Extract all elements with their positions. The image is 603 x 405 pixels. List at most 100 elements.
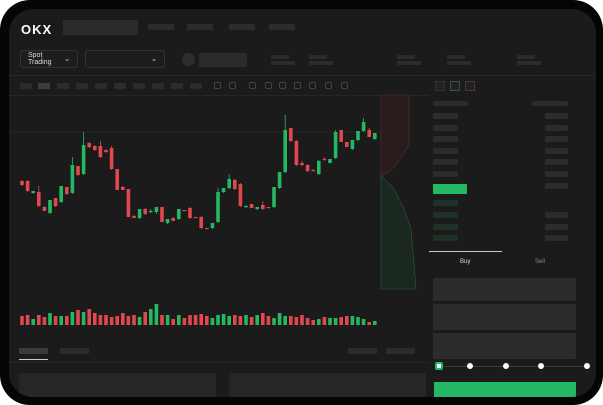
volume-bar	[305, 318, 310, 325]
nav-item[interactable]	[187, 24, 213, 30]
drawing-tool-icon[interactable]	[279, 82, 286, 89]
ask-price	[433, 113, 458, 119]
drawing-tool-icon[interactable]	[325, 82, 332, 89]
volume-bar	[53, 316, 58, 325]
timeframe-button[interactable]	[190, 83, 202, 89]
slider-stop[interactable]	[538, 363, 544, 369]
nav-item[interactable]	[269, 24, 295, 30]
tab-order-history[interactable]	[60, 348, 89, 354]
tab-sell[interactable]: Sell	[535, 259, 546, 265]
candle-body	[311, 170, 315, 172]
ask-price	[433, 171, 458, 177]
candle-body	[177, 209, 181, 219]
price-input[interactable]	[433, 278, 576, 301]
pair-select[interactable]: ⌄	[85, 50, 165, 68]
volume-bar	[154, 304, 159, 325]
candle-body	[53, 198, 58, 206]
volume-bar	[160, 315, 164, 325]
tab-buy[interactable]: Buy	[460, 259, 471, 265]
candle-body	[272, 187, 276, 207]
slider-stop[interactable]	[467, 363, 473, 369]
drawing-tool-icon[interactable]	[341, 82, 348, 89]
volume-bar	[104, 315, 108, 325]
drawing-tool-icon[interactable]	[249, 82, 256, 89]
timeframe-button[interactable]	[152, 83, 164, 89]
slider-stop[interactable]	[503, 363, 509, 369]
timeframe-button[interactable]	[76, 83, 88, 89]
ask-size	[545, 136, 568, 142]
chevron-down-icon: ⌄	[151, 56, 157, 63]
candle-body	[115, 169, 119, 190]
timeframe-button[interactable]	[114, 83, 126, 89]
timeframe-button[interactable]	[133, 83, 145, 89]
amount-input[interactable]	[433, 304, 576, 330]
volume-bar	[227, 316, 231, 325]
candlestick-chart[interactable]	[9, 9, 596, 397]
candle-body	[48, 200, 52, 213]
volume-bar	[350, 316, 355, 325]
nav-item[interactable]	[148, 24, 174, 30]
volume-bar	[356, 317, 360, 325]
candle-body	[160, 207, 164, 222]
candle-body	[367, 130, 371, 137]
candle-body	[109, 148, 114, 169]
timeframe-button[interactable]	[38, 83, 50, 89]
total-input[interactable]	[433, 333, 576, 359]
candle-body	[193, 217, 198, 219]
volume-bar	[317, 319, 321, 325]
candle-body	[25, 181, 30, 191]
filter-button[interactable]	[348, 348, 377, 354]
mode-select[interactable]: Spot Trading ⌄	[20, 50, 78, 68]
drawing-tool-icon[interactable]	[229, 82, 236, 89]
slider-handle[interactable]	[435, 362, 443, 370]
volume-bar	[294, 317, 299, 325]
bid-size	[545, 235, 568, 241]
volume-bar	[367, 322, 371, 325]
filter-button[interactable]	[386, 348, 415, 354]
tab-open-orders[interactable]	[19, 348, 48, 354]
candle-body	[87, 143, 91, 147]
candle-body	[356, 131, 360, 140]
volume-bar	[137, 317, 142, 325]
candle-body	[93, 146, 97, 150]
volume-bar	[31, 319, 35, 325]
volume-bar	[93, 313, 97, 325]
search-placeholder[interactable]	[63, 20, 138, 35]
candle-body	[345, 142, 349, 147]
leverage-slider-track[interactable]	[439, 366, 587, 367]
volume-bar	[255, 315, 259, 325]
drawing-tool-icon[interactable]	[309, 82, 316, 89]
timeframe-button[interactable]	[95, 83, 107, 89]
candle-body	[188, 208, 192, 218]
candle-body	[322, 159, 327, 161]
timeframe-button[interactable]	[20, 83, 32, 89]
candle-body	[328, 159, 332, 163]
depth-asks-area	[380, 94, 410, 177]
orderbook-bids-icon[interactable]	[450, 81, 460, 91]
candle-body	[339, 130, 343, 142]
volume-bar	[300, 315, 304, 325]
orderbook-both-icon[interactable]	[435, 81, 445, 91]
timeframe-button[interactable]	[57, 83, 69, 89]
slider-stop[interactable]	[584, 363, 590, 369]
ask-price	[433, 148, 458, 154]
drawing-tool-icon[interactable]	[265, 82, 272, 89]
volume-bar	[149, 309, 153, 325]
nav-item[interactable]	[229, 24, 255, 30]
buy-button[interactable]	[434, 382, 576, 397]
drawing-tool-icon[interactable]	[214, 82, 221, 89]
volume-bar	[132, 315, 136, 325]
volume-bar	[70, 312, 75, 325]
candle-body	[37, 192, 41, 206]
okx-logo[interactable]: OKX	[21, 22, 53, 37]
drawing-tool-icon[interactable]	[294, 82, 301, 89]
volume-bar	[42, 317, 47, 325]
candle-body	[149, 211, 153, 213]
orderbook-asks-icon[interactable]	[465, 81, 475, 91]
volume-bar	[193, 315, 198, 325]
bid-price	[433, 200, 458, 206]
timeframe-button[interactable]	[171, 83, 183, 89]
volume-bar	[143, 312, 147, 325]
volume-bar	[121, 313, 125, 325]
volume-bar	[81, 312, 86, 325]
